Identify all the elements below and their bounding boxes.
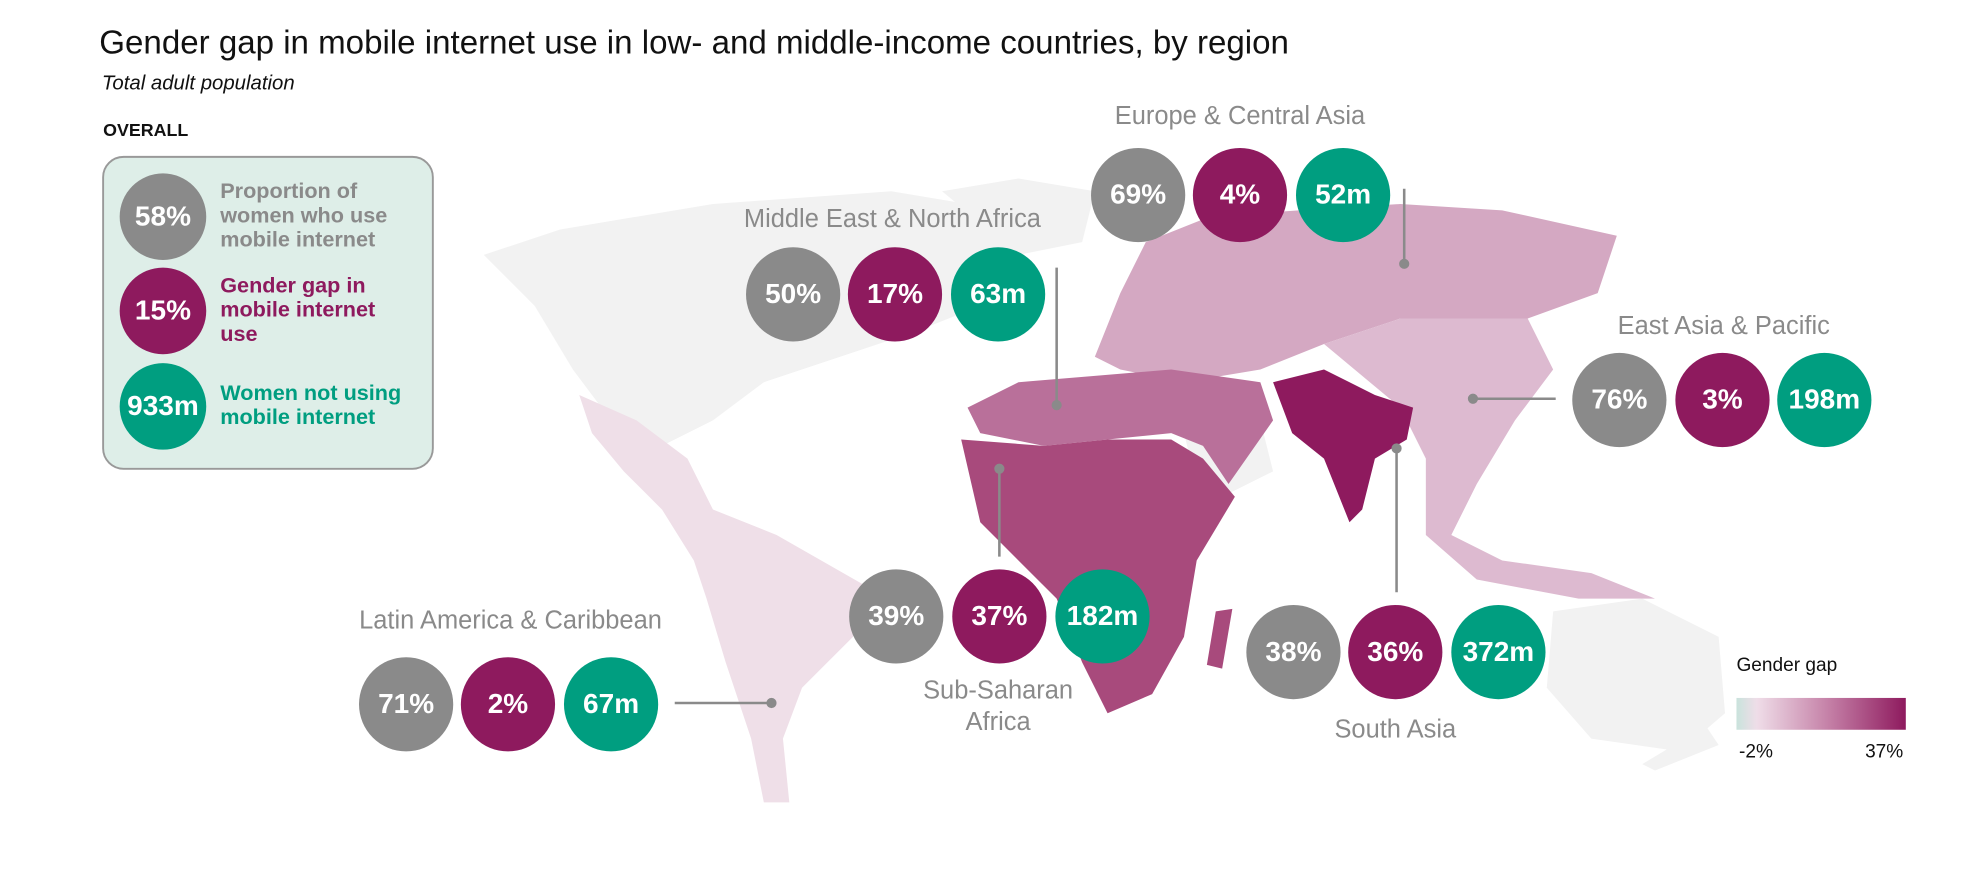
stat-value: 182m [1067, 600, 1139, 631]
stat-value: 76% [1591, 384, 1647, 415]
stat-circle [1675, 352, 1770, 448]
stat-label: women who use [219, 202, 387, 227]
region-name: East Asia & Pacific [1618, 312, 1830, 340]
overall-heading: OVERALL [103, 120, 188, 140]
stat-circle [952, 569, 1047, 664]
stat-circle [746, 247, 841, 342]
connector-dot [994, 463, 1005, 474]
stat-circle [119, 267, 207, 355]
connectors [674, 188, 1556, 709]
stat-value: 37% [971, 600, 1027, 631]
stat-value: 933m [127, 390, 199, 421]
legend-min: -2% [1739, 742, 1773, 763]
stat-circle [1572, 352, 1667, 448]
stat-label: Women not using [220, 380, 401, 405]
stat-value: 58% [135, 200, 191, 231]
region-name: Latin America & Caribbean [359, 606, 662, 634]
title: Gender gap in mobile internet use in low… [99, 25, 1289, 62]
legend-gradient [1736, 697, 1906, 730]
stat-label: Gender gap in [220, 272, 365, 297]
stat-circle [950, 247, 1046, 342]
connector-dot [1399, 258, 1410, 269]
stat-circle [1777, 352, 1872, 448]
legend-title: Gender gap [1736, 655, 1837, 676]
world-map [483, 178, 1726, 803]
stat-value: 71% [378, 688, 434, 719]
stat-value: 372m [1463, 636, 1535, 667]
land [1546, 598, 1726, 752]
region-name: Middle East & North Africa [744, 205, 1042, 233]
stat-circle [1348, 604, 1443, 700]
stat-value: 36% [1367, 636, 1423, 667]
land [942, 178, 1095, 255]
region-name: Sub-Saharan [923, 676, 1073, 704]
stat-circle [460, 657, 556, 752]
region-mena [967, 369, 1274, 485]
stat-value: 63m [970, 278, 1026, 309]
stat-value: 38% [1265, 636, 1321, 667]
stat-value: 39% [868, 600, 924, 631]
stat-value: 2% [488, 688, 529, 719]
region-south-asia [1273, 369, 1414, 523]
stat-circle [563, 657, 659, 752]
region-madagascar [1206, 608, 1233, 669]
stat-circle [359, 657, 454, 752]
connector-dot [1467, 393, 1479, 404]
stat-value: 67m [583, 688, 639, 719]
stat-circle [1192, 147, 1288, 243]
stat-label: mobile internet [220, 404, 375, 429]
connector-dot [1391, 443, 1402, 454]
stat-value: 15% [135, 295, 191, 326]
stat-circle [1246, 604, 1341, 700]
stat-value: 3% [1702, 384, 1743, 415]
stat-label: mobile internet [220, 227, 375, 252]
stat-label: use [220, 321, 257, 346]
region-name: South Asia [1334, 716, 1457, 744]
stat-circle [1451, 604, 1546, 700]
connector-dot [766, 697, 777, 709]
legend-max: 37% [1865, 742, 1903, 763]
region-east-asia-pacific [1324, 318, 1655, 599]
stat-value: 198m [1789, 384, 1861, 415]
region-europe-central-asia [1094, 203, 1617, 383]
stat-circle [1295, 147, 1391, 243]
region-name: Europe & Central Asia [1115, 102, 1366, 130]
stat-label: mobile internet [220, 297, 375, 322]
stat-circle [849, 569, 944, 664]
stat-label: Proportion of [220, 178, 358, 203]
stat-circle [119, 173, 207, 260]
stat-value: 4% [1220, 179, 1261, 210]
stat-value: 52m [1315, 179, 1371, 210]
stat-circle [1091, 147, 1186, 243]
stat-circle [119, 363, 207, 450]
subtitle: Total adult population [102, 73, 295, 95]
stat-value: 69% [1110, 179, 1166, 210]
region-latin-america [579, 394, 866, 803]
connector-dot [1051, 400, 1062, 411]
region-name: Africa [966, 708, 1032, 736]
stat-value: 50% [765, 278, 821, 309]
stat-circle [847, 247, 943, 342]
stat-value: 17% [867, 278, 923, 309]
stat-circle [1055, 569, 1150, 664]
land [1642, 725, 1719, 771]
